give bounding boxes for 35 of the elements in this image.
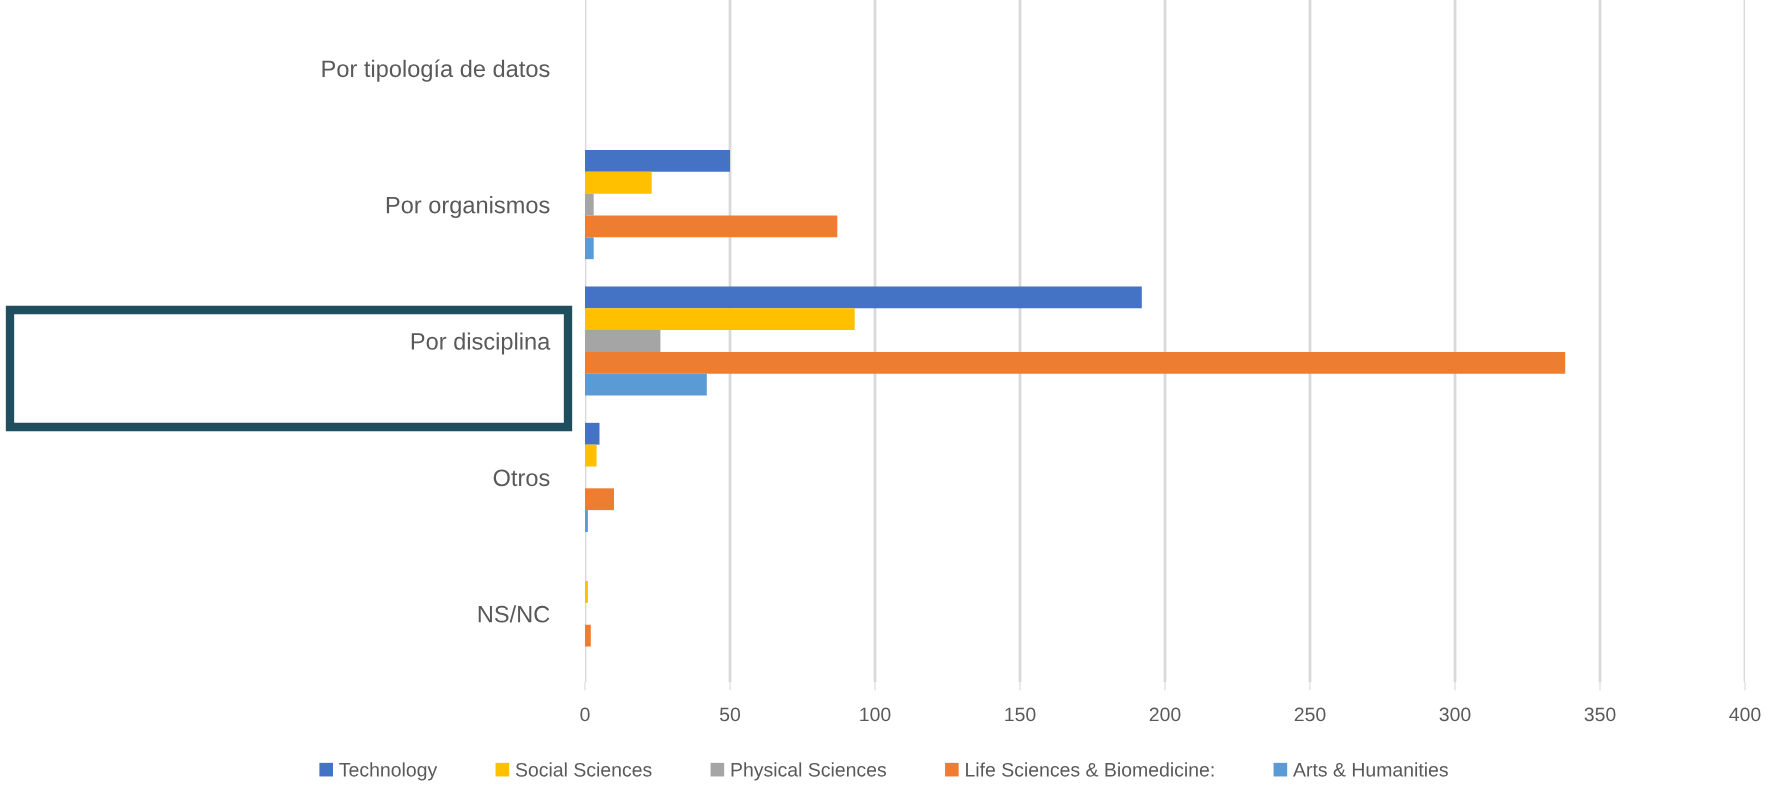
x-tick-label: 50 [719, 707, 741, 722]
bar [585, 150, 730, 172]
legend-label: Physical Sciences [731, 762, 887, 781]
x-tick-label: 150 [1005, 707, 1036, 722]
legend-label: Social Sciences [515, 762, 652, 777]
bar [585, 510, 588, 532]
y-tick-label: Por tipología de datos [322, 59, 550, 82]
y-tick-label: Por disciplina [411, 332, 551, 355]
x-tick-label: 250 [1294, 707, 1326, 722]
x-tick-label: 400 [1729, 707, 1761, 722]
bar [585, 351, 1566, 374]
y-tick-label: Por organismos [386, 196, 550, 219]
bar [585, 488, 614, 511]
bar [585, 193, 594, 216]
bar [585, 444, 597, 467]
x-tick-label: 0 [580, 707, 590, 722]
x-tick-label: 350 [1584, 707, 1616, 722]
bar [585, 373, 707, 396]
bar [585, 624, 591, 647]
bar [585, 286, 1142, 309]
y-tick-label: NS/NC [478, 605, 550, 623]
bar [585, 581, 588, 603]
legend-label: Arts & Humanities [1293, 762, 1448, 777]
bar [585, 308, 855, 331]
y-tick-label: Otros [493, 469, 550, 487]
x-tick-label: 100 [860, 707, 891, 722]
bar [585, 330, 661, 352]
bar [585, 237, 594, 260]
x-tick-label: 200 [1149, 707, 1181, 722]
legend-label: Life Sciences & Biomedicine: [966, 762, 1214, 777]
legend-label: Technology [339, 762, 438, 781]
bar [585, 215, 838, 238]
x-tick-label: 300 [1439, 707, 1471, 722]
bar [585, 422, 600, 445]
bar [585, 171, 652, 194]
